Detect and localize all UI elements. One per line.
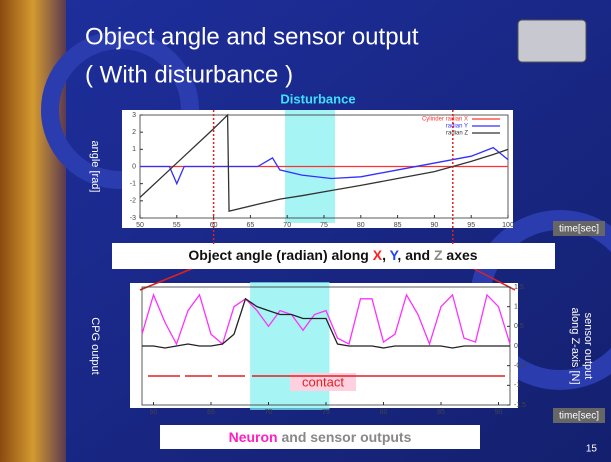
- x-tick-label: 55: [173, 222, 181, 229]
- x-tick-label: 100: [502, 222, 514, 229]
- caption-part: Neuron: [229, 429, 278, 445]
- legend-label: radian Y: [446, 124, 468, 130]
- page: {"slide": { "title": "Object angle and s…: [0, 0, 611, 462]
- x-tick-label: 65: [207, 409, 215, 416]
- page-number: 15: [586, 444, 598, 455]
- x-tick-label: 70: [283, 222, 291, 229]
- caption-bottom: Neuron and sensor outputs: [229, 429, 412, 445]
- slide: Object angle and sensor output ( With di…: [0, 0, 611, 462]
- disturbance-label: Disturbance: [280, 91, 355, 106]
- caption-part: Object angle (radian) along: [188, 247, 372, 263]
- y-tick-label: 0: [514, 343, 518, 350]
- logo: [518, 20, 586, 62]
- y-tick-label: -1.5: [514, 402, 526, 409]
- x-tick-label: 85: [437, 409, 445, 416]
- caption-part: , and: [397, 247, 434, 263]
- y-tick-label: 1: [132, 146, 136, 153]
- y-tick-label: 2: [132, 129, 136, 136]
- y-tick-label: 0: [132, 163, 136, 170]
- legend-label: Cylinder radian X: [422, 117, 468, 123]
- y2-axis-label: along Z-axis [N]: [569, 307, 581, 384]
- y-tick-label: -2: [130, 198, 136, 205]
- x-tick-label: 85: [394, 222, 402, 229]
- x-tick-label: 90: [495, 409, 503, 416]
- y2-axis-label: sensor output: [582, 313, 594, 380]
- x-tick-label: 90: [431, 222, 439, 229]
- caption-part: axes: [443, 247, 478, 263]
- y-tick-label: -0.5: [514, 363, 526, 370]
- y-tick-label: 0.5: [514, 323, 524, 330]
- x-axis-label: time[sec]: [559, 224, 599, 235]
- y-tick-label: -1: [514, 382, 520, 389]
- caption-part: ,: [382, 247, 390, 263]
- y-tick-label: 1.5: [514, 284, 524, 291]
- x-tick-label: 80: [357, 222, 365, 229]
- title: Object angle and sensor output: [85, 23, 419, 50]
- subtitle: ( With disturbance ): [85, 61, 293, 88]
- y-axis-label: CPG output: [89, 317, 101, 374]
- y-axis-label: angle [rad]: [89, 141, 101, 193]
- caption-part: and sensor outputs: [278, 429, 412, 445]
- caption-top: Object angle (radian) along X, Y, and Z …: [188, 247, 477, 263]
- x-tick-label: 80: [380, 409, 388, 416]
- x-tick-label: 95: [467, 222, 475, 229]
- x-axis-label: time[sec]: [559, 411, 599, 422]
- x-tick-label: 50: [136, 222, 144, 229]
- y-tick-label: 1: [514, 304, 518, 311]
- x-tick-label: 60: [150, 409, 158, 416]
- y-tick-label: 3: [132, 112, 136, 119]
- y-tick-label: -3: [130, 215, 136, 222]
- x-tick-label: 75: [322, 409, 330, 416]
- y-tick-label: -1: [130, 181, 136, 188]
- x-tick-label: 65: [247, 222, 255, 229]
- x-tick-label: 75: [320, 222, 328, 229]
- legend-label: radian Z: [446, 131, 468, 137]
- x-tick-label: 70: [265, 409, 273, 416]
